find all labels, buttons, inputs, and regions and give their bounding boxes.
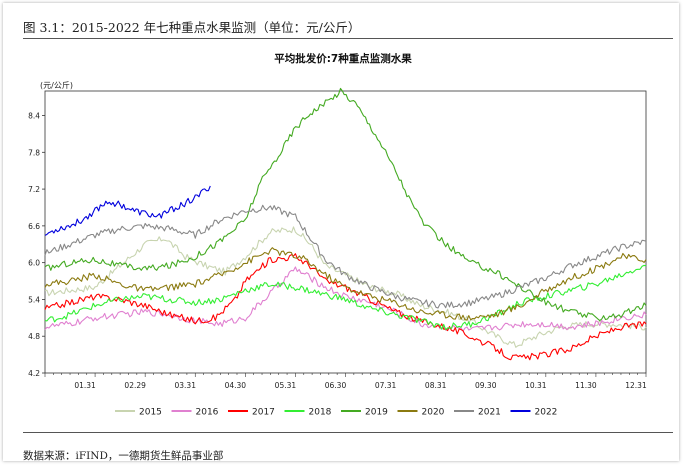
plot-frame — [44, 90, 647, 374]
x-tick-label: 05.31 — [275, 381, 297, 390]
legend-label-2021: 2021 — [478, 408, 501, 418]
series-line-2019 — [44, 87, 647, 322]
legend-label-2016: 2016 — [196, 408, 219, 418]
x-tick-label: 06.30 — [325, 381, 347, 390]
x-tick-label: 07.31 — [375, 381, 397, 390]
y-tick-label: 6.0 — [28, 259, 40, 268]
legend-label-2019: 2019 — [365, 408, 388, 418]
y-tick-label: 7.2 — [28, 185, 40, 194]
y-axis-unit: (元/公斤) — [40, 80, 73, 90]
x-tick-label: 10.31 — [525, 381, 547, 390]
series-line-2016 — [44, 266, 647, 332]
y-tick-label: 4.8 — [28, 332, 40, 341]
chart-title: 平均批发价:7种重点监测水果 — [274, 52, 412, 65]
series-line-2018 — [44, 264, 647, 331]
line-chart: 平均批发价:7种重点监测水果 (元/公斤) 4.2 4.8 5.4 6.0 6.6 7.2… — [28, 52, 647, 418]
legend-label-2022: 2022 — [535, 408, 558, 418]
legend-label-2015: 2015 — [139, 408, 162, 418]
series-line-2017 — [44, 253, 647, 361]
y-tick-label: 5.4 — [28, 295, 40, 304]
top-rule — [23, 38, 673, 39]
x-tick-label: 09.30 — [475, 381, 497, 390]
series-line-2022 — [44, 185, 211, 236]
source-note: 数据来源：iFIND，一德期货生鲜品事业部 — [23, 450, 224, 462]
x-tick-label: 08.31 — [425, 381, 447, 390]
x-tick-label: 03.31 — [175, 381, 197, 390]
x-tick-label: 12.31 — [625, 381, 647, 390]
y-tick-label: 8.4 — [28, 112, 40, 121]
y-tick-label: 7.8 — [28, 148, 40, 157]
x-tick-label: 04.30 — [225, 381, 247, 390]
x-tick-label: 01.31 — [74, 381, 96, 390]
series-line-2021 — [44, 204, 647, 309]
bottom-rule — [23, 432, 673, 433]
legend-label-2020: 2020 — [422, 408, 445, 418]
legend-label-2017: 2017 — [252, 408, 275, 418]
y-tick-label: 6.6 — [28, 222, 40, 231]
y-tick-label: 4.2 — [28, 369, 40, 378]
figure-caption: 图 3.1：2015-2022 年七种重点水果监测（单位：元/公斤） — [23, 20, 361, 35]
x-tick-label: 11.30 — [575, 381, 597, 390]
figure-panel: 图 3.1：2015-2022 年七种重点水果监测（单位：元/公斤） 平均批发价… — [3, 3, 679, 462]
x-tick-label: 02.29 — [124, 381, 146, 390]
series-line-2020 — [44, 247, 647, 321]
legend-label-2018: 2018 — [309, 408, 332, 418]
